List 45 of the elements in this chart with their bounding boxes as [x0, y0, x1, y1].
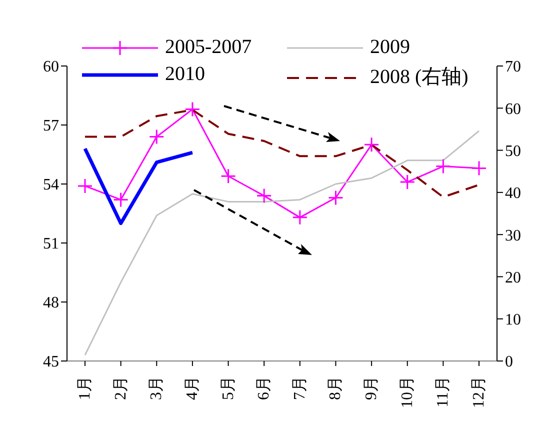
point [148, 129, 164, 145]
y2-tick-label: 40 [505, 185, 521, 202]
y-tick-label: 48 [43, 294, 59, 312]
point [220, 168, 236, 184]
y2-tick-label: 20 [505, 269, 521, 286]
point [184, 102, 200, 118]
x-tick-label: 11月 [434, 376, 452, 408]
x-tick-label: 5月 [220, 376, 237, 400]
point [113, 192, 129, 208]
point [471, 160, 487, 176]
x-tick-label: 9月 [363, 376, 380, 400]
legend-label: 2010 [165, 63, 205, 85]
point [400, 174, 416, 190]
y2-tick-label: 30 [505, 227, 521, 244]
y2-tick-label: 60 [505, 100, 521, 118]
legend-label: 2008 (右轴) [370, 66, 468, 88]
x-tick-label: 4月 [184, 376, 201, 400]
y2-tick-label: 50 [505, 142, 521, 160]
y2-tick-label: 0 [505, 354, 513, 371]
y-tick-label: 54 [43, 176, 59, 194]
line-series [84, 130, 480, 356]
point [364, 136, 380, 152]
legend-label: 2009 [370, 36, 410, 58]
point [435, 158, 451, 174]
point [292, 210, 308, 226]
x-tick-label: 3月 [148, 376, 166, 400]
x-tick-label: 2月 [112, 376, 130, 400]
x-tick-label: 1月 [76, 376, 94, 400]
y-tick-label: 57 [43, 118, 59, 135]
legend-label: 2005-2007 [165, 36, 252, 58]
x-tick-label: 10月 [398, 376, 416, 408]
x-tick-label: 6月 [256, 376, 273, 400]
y2-tick-label: 10 [505, 312, 521, 329]
x-tick-label: 12月 [470, 376, 488, 408]
x-tick-label: 8月 [327, 376, 344, 400]
line-series [83, 146, 194, 226]
y-tick-label: 45 [43, 354, 59, 371]
x-tick-label: 7月 [291, 376, 308, 400]
y-tick-label: 51 [43, 236, 59, 253]
point [77, 178, 93, 194]
line-series [84, 108, 480, 198]
y-tick-label: 60 [43, 58, 59, 76]
y2-tick-label: 70 [505, 58, 521, 76]
point [256, 188, 272, 204]
point [328, 190, 344, 206]
